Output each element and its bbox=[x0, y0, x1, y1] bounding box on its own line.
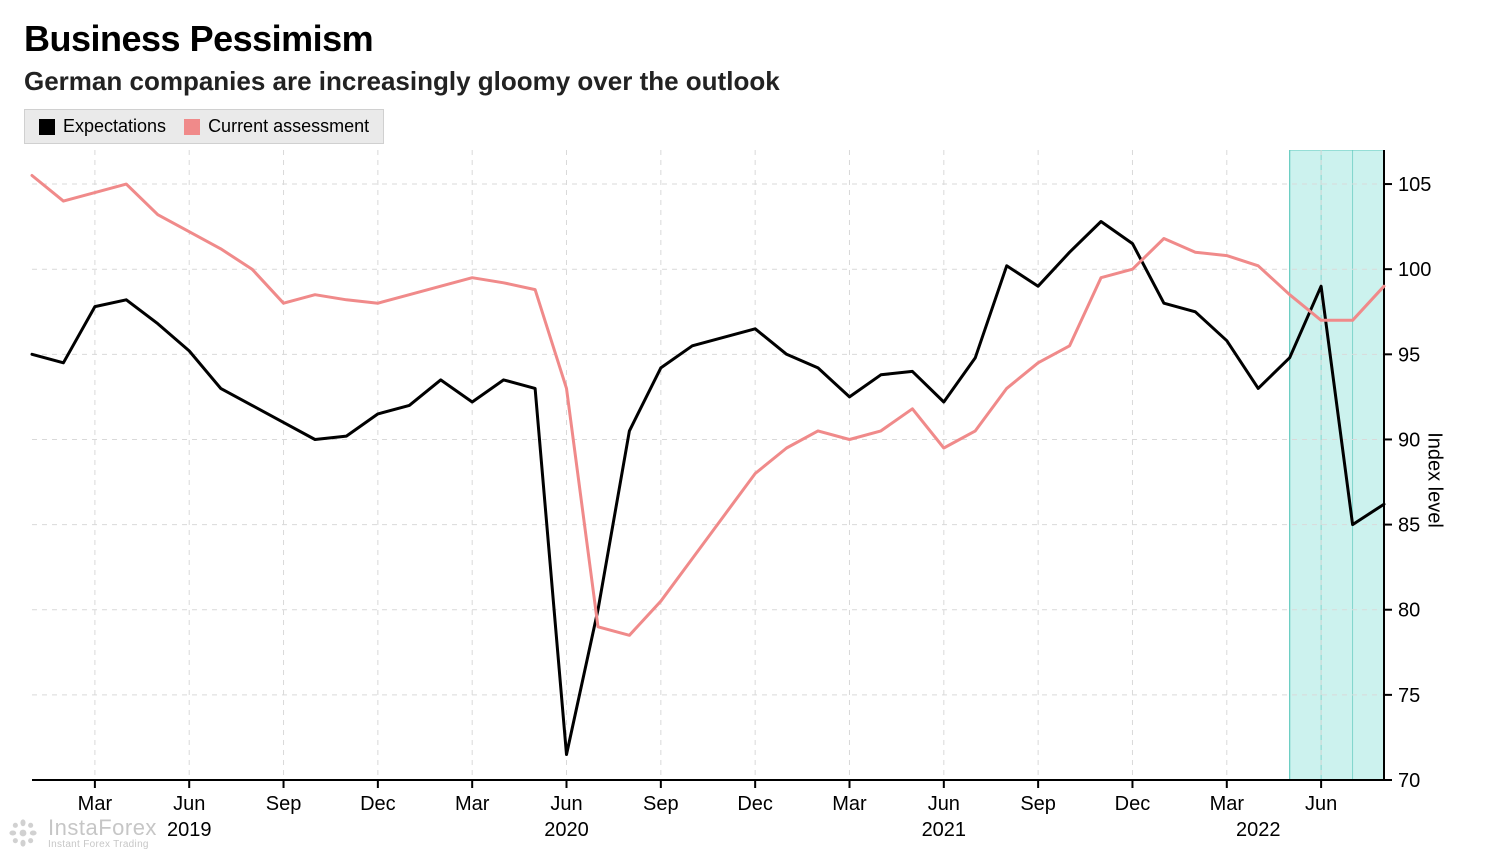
svg-text:Sep: Sep bbox=[1020, 793, 1056, 815]
chart-legend: Expectations Current assessment bbox=[24, 109, 384, 144]
svg-text:2021: 2021 bbox=[922, 819, 967, 841]
svg-text:Mar: Mar bbox=[455, 793, 490, 815]
svg-text:75: 75 bbox=[1398, 685, 1420, 707]
chart-container: Business Pessimism German companies are … bbox=[0, 0, 1500, 850]
svg-text:85: 85 bbox=[1398, 515, 1420, 537]
svg-text:Sep: Sep bbox=[643, 793, 679, 815]
legend-label-expectations: Expectations bbox=[63, 116, 166, 137]
svg-text:Mar: Mar bbox=[832, 793, 867, 815]
legend-swatch-expectations bbox=[39, 119, 55, 135]
svg-text:Jun: Jun bbox=[928, 793, 960, 815]
svg-text:80: 80 bbox=[1398, 600, 1420, 622]
legend-label-current: Current assessment bbox=[208, 116, 369, 137]
svg-text:Jun: Jun bbox=[173, 793, 205, 815]
chart-subtitle: German companies are increasingly gloomy… bbox=[24, 66, 1476, 97]
svg-text:100: 100 bbox=[1398, 259, 1431, 281]
svg-text:70: 70 bbox=[1398, 770, 1420, 792]
watermark-brand: InstaForex bbox=[48, 815, 157, 841]
watermark-tagline: Instant Forex Trading bbox=[48, 839, 157, 850]
svg-text:105: 105 bbox=[1398, 174, 1431, 196]
svg-text:90: 90 bbox=[1398, 429, 1420, 451]
svg-text:Mar: Mar bbox=[1210, 793, 1245, 815]
svg-text:Dec: Dec bbox=[1115, 793, 1151, 815]
watermark: InstaForex Instant Forex Trading bbox=[6, 815, 157, 850]
svg-text:2022: 2022 bbox=[1236, 819, 1281, 841]
chart-plot-area: 707580859095100105MarJunSepDecMarJunSepD… bbox=[24, 150, 1476, 810]
legend-item-current: Current assessment bbox=[184, 116, 369, 137]
legend-swatch-current bbox=[184, 119, 200, 135]
svg-text:2020: 2020 bbox=[544, 819, 589, 841]
svg-text:Dec: Dec bbox=[360, 793, 396, 815]
svg-text:2019: 2019 bbox=[167, 819, 212, 841]
svg-text:Mar: Mar bbox=[78, 793, 113, 815]
chart-title: Business Pessimism bbox=[24, 18, 1476, 60]
legend-item-expectations: Expectations bbox=[39, 116, 166, 137]
svg-text:Dec: Dec bbox=[737, 793, 773, 815]
y-axis-title: Index level bbox=[1423, 432, 1446, 528]
chart-svg: 70 75 80 85 90 95 100 105 Mar Jun Sep Dec Mar Jun Sep D… bbox=[24, 150, 1476, 854]
svg-text:95: 95 bbox=[1398, 344, 1420, 366]
watermark-icon bbox=[6, 816, 40, 850]
svg-text:Jun: Jun bbox=[1305, 793, 1337, 815]
svg-text:Sep: Sep bbox=[266, 793, 302, 815]
svg-text:Jun: Jun bbox=[550, 793, 582, 815]
watermark-text: InstaForex Instant Forex Trading bbox=[48, 815, 157, 850]
